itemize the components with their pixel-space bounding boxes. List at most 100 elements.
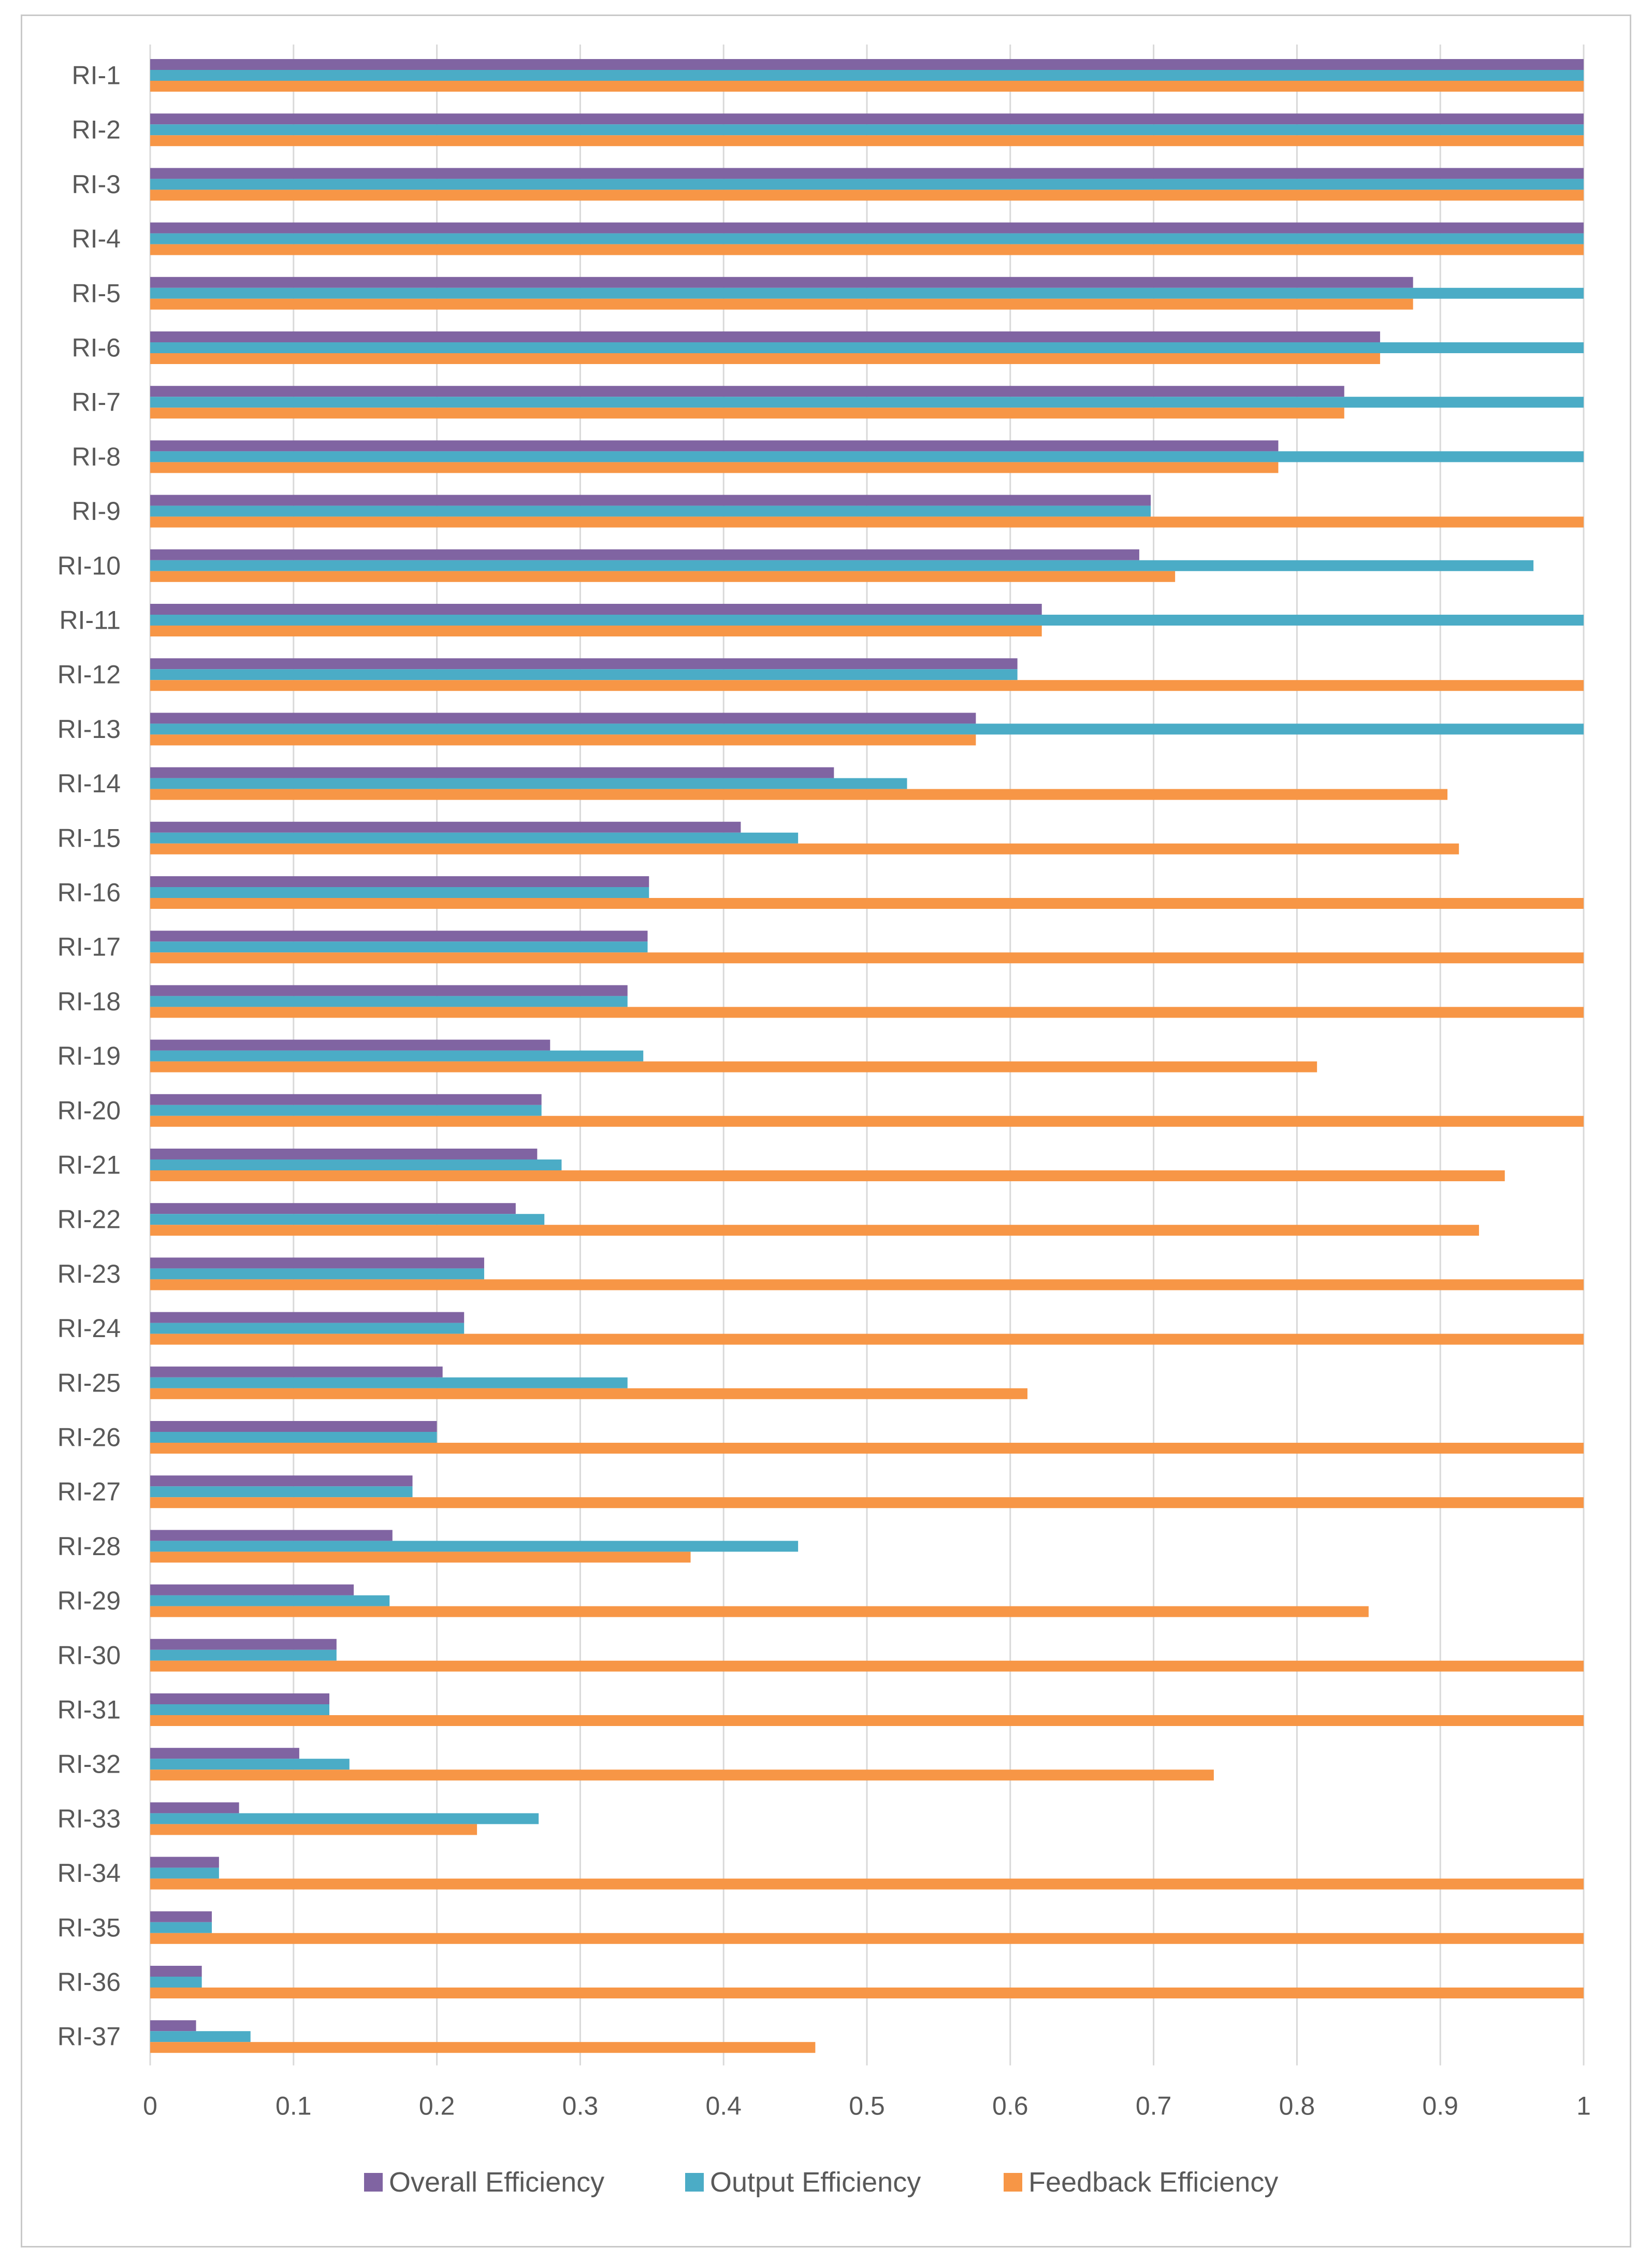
bar-output-efficiency [150,832,799,844]
bar-feedback-efficiency [150,734,976,746]
bar-output-efficiency [150,996,628,1007]
x-tick-label: 0.9 [1422,2091,1458,2120]
bar-feedback-efficiency [150,1115,1584,1127]
x-tick-label: 0.6 [992,2091,1028,2120]
bar-feedback-efficiency [150,1770,1214,1781]
category-label: RI-3 [72,170,121,199]
x-tick-labels: 0 0.1 0.2 0.3 0.4 0.5 0.6 0.7 0.8 0.9 1 [143,2091,1591,2120]
bar-output-efficiency [150,1704,329,1715]
category-label: RI-35 [57,1913,121,1942]
bar-feedback-efficiency [150,1170,1505,1181]
bar-overall-efficiency [150,331,1380,342]
category-label: RI-8 [72,442,121,471]
bar-overall-efficiency [150,1584,354,1596]
bar-output-efficiency [150,70,1584,81]
bar-overall-efficiency [150,1639,337,1650]
category-label: RI-26 [57,1423,121,1452]
category-label: RI-33 [57,1804,121,1833]
bar-feedback-efficiency [150,1443,1584,1454]
bar-overall-efficiency [150,440,1279,452]
bar-overall-efficiency [150,1366,443,1378]
x-tick-label: 0.4 [705,2091,742,2120]
category-label: RI-16 [57,878,121,907]
category-label: RI-13 [57,715,121,744]
bar-output-efficiency [150,615,1584,626]
bar-overall-efficiency [150,821,741,833]
bars [150,59,1584,2053]
category-label: RI-23 [57,1259,121,1288]
bar-overall-efficiency [150,1257,484,1269]
x-tick-label: 0.7 [1136,2091,1172,2120]
category-label: RI-37 [57,2022,121,2051]
category-label: RI-4 [72,224,121,253]
bar-output-efficiency [150,2031,251,2042]
bar-chart: RI-1 RI-2 RI-3 RI-4 RI-5 RI-6 RI-7 RI-8 RI-9 RI-1… [57,45,1591,2198]
bar-feedback-efficiency [150,1878,1584,1890]
bar-output-efficiency [150,1813,539,1824]
x-tick-label: 0.3 [562,2091,599,2120]
x-tick-label: 0 [143,2091,157,2120]
bar-overall-efficiency [150,222,1584,234]
bar-output-efficiency [150,1541,799,1552]
category-label: RI-14 [57,769,121,798]
bar-overall-efficiency [150,1039,550,1051]
category-label: RI-21 [57,1151,121,1180]
bar-feedback-efficiency [150,190,1584,201]
category-label: RI-22 [57,1205,121,1234]
bar-output-efficiency [150,1867,219,1879]
bar-overall-efficiency [150,713,976,724]
bar-feedback-efficiency [150,1279,1584,1291]
bar-feedback-efficiency [150,1388,1028,1399]
bar-output-efficiency [150,179,1584,190]
category-label: RI-30 [57,1641,121,1670]
bar-output-efficiency [150,451,1584,462]
bar-overall-efficiency [150,1094,542,1105]
category-labels: RI-1 RI-2 RI-3 RI-4 RI-5 RI-6 RI-7 RI-8 RI-9 RI-1… [57,61,121,2051]
bar-overall-efficiency [150,549,1139,560]
bar-output-efficiency [150,505,1151,517]
bar-overall-efficiency [150,2020,196,2032]
legend-swatch [1004,2173,1022,2192]
bar-feedback-efficiency [150,1061,1317,1072]
category-label: RI-18 [57,987,121,1016]
bar-output-efficiency [150,287,1584,299]
bar-feedback-efficiency [150,1660,1584,1672]
bar-feedback-efficiency [150,1225,1479,1236]
bar-output-efficiency [150,1759,350,1770]
bar-output-efficiency [150,1050,644,1062]
bar-feedback-efficiency [150,1007,1584,1018]
category-label: RI-32 [57,1750,121,1779]
bar-feedback-efficiency [150,680,1584,691]
bar-output-efficiency [150,887,649,898]
bar-feedback-efficiency [150,81,1584,92]
bar-feedback-efficiency [150,898,1584,909]
bar-overall-efficiency [150,1693,329,1704]
legend-label: Feedback Efficiency [1028,2167,1278,2198]
bar-feedback-efficiency [150,244,1584,255]
bar-output-efficiency [150,1323,465,1334]
bar-overall-efficiency [150,1421,437,1432]
category-label: RI-11 [59,606,121,635]
bar-overall-efficiency [150,1748,299,1759]
bar-overall-efficiency [150,59,1584,70]
bar-feedback-efficiency [150,408,1344,419]
bar-output-efficiency [150,778,907,789]
bar-overall-efficiency [150,1530,393,1541]
legend: Overall Efficiency Output Efficiency Feedb… [364,2167,1278,2198]
bar-output-efficiency [150,560,1534,571]
bar-output-efficiency [150,1377,628,1388]
bar-output-efficiency [150,941,648,953]
gridlines [149,45,1585,2066]
bar-overall-efficiency [150,1475,413,1487]
category-label: RI-1 [72,61,121,90]
bar-overall-efficiency [150,876,649,887]
legend-swatch [364,2173,383,2192]
bar-feedback-efficiency [150,626,1042,636]
bar-overall-efficiency [150,386,1344,397]
category-label: RI-10 [57,551,121,580]
bar-output-efficiency [150,1595,390,1606]
bar-output-efficiency [150,1268,484,1280]
chart-frame: RI-1 RI-2 RI-3 RI-4 RI-5 RI-6 RI-7 RI-8 RI-9 RI-1… [21,15,1631,2248]
category-label: RI-7 [72,388,121,417]
bar-output-efficiency [150,1649,337,1661]
